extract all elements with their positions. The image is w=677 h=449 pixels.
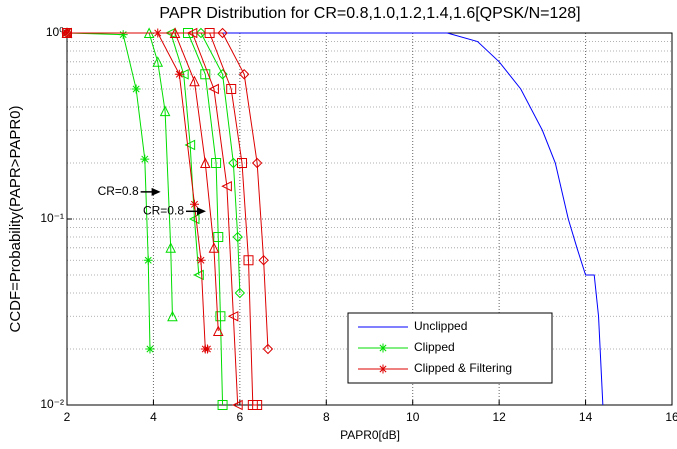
marker [202, 344, 212, 354]
marker [217, 400, 228, 410]
marker [252, 400, 263, 410]
marker [152, 56, 164, 67]
x-tick-label: 2 [64, 410, 71, 424]
marker [159, 105, 171, 117]
marker [232, 231, 243, 243]
marker [262, 343, 274, 355]
marker [378, 364, 388, 374]
marker [251, 157, 263, 169]
y-tick-label: 10⁻² [40, 397, 64, 411]
y-axis-label: CCDF=Probability(PAPR>PAPR0) [7, 105, 24, 332]
marker [213, 232, 224, 243]
marker [199, 157, 211, 169]
y-tick-label: 10⁰ [46, 25, 64, 39]
marker [243, 255, 254, 266]
marker [378, 343, 388, 353]
marker [215, 311, 226, 322]
chart-title: PAPR Distribution for CR=0.8,1.0,1.2,1.4… [159, 5, 580, 22]
marker [221, 180, 232, 192]
marker [237, 158, 248, 169]
marker [200, 69, 211, 80]
x-tick-label: 6 [237, 410, 244, 424]
annotation-arrowhead [151, 187, 161, 196]
marker [178, 68, 189, 80]
annotation-arrowhead [197, 207, 206, 216]
marker [118, 30, 128, 40]
marker [238, 69, 250, 80]
x-tick-label: 4 [150, 410, 157, 424]
marker [208, 242, 220, 253]
marker [189, 75, 200, 87]
marker [217, 69, 228, 80]
marker [61, 27, 73, 39]
legend-label: Clipped & Filtering [414, 361, 512, 375]
marker [131, 84, 141, 94]
marker [174, 69, 184, 79]
marker [195, 27, 207, 39]
marker [228, 157, 239, 169]
marker [143, 255, 153, 265]
marker [145, 344, 155, 354]
marker [184, 139, 196, 151]
marker [258, 255, 269, 266]
marker [232, 399, 243, 411]
marker [188, 213, 200, 225]
marker [212, 325, 224, 336]
annotation: CR=0.8 [98, 184, 139, 198]
marker [193, 269, 204, 281]
marker [208, 83, 219, 95]
line [66, 32, 151, 350]
marker [226, 83, 237, 94]
annotation: CR=0.8 [143, 203, 184, 217]
legend-label: Unclipped [414, 319, 467, 333]
marker [211, 158, 222, 169]
y-tick-label: 10⁻¹ [40, 211, 64, 225]
x-tick-label: 10 [406, 410, 420, 424]
x-tick-label: 8 [323, 410, 330, 424]
marker [196, 255, 206, 265]
marker [234, 287, 246, 299]
line [67, 32, 269, 350]
x-tick-label: 12 [492, 410, 506, 424]
legend-label: Clipped [414, 340, 455, 354]
x-tick-label: 14 [579, 410, 593, 424]
marker [140, 154, 150, 164]
marker [217, 27, 228, 39]
marker [189, 199, 199, 209]
marker [165, 242, 177, 253]
line [67, 32, 604, 406]
marker [167, 310, 178, 322]
marker [227, 310, 239, 322]
x-tick-label: 16 [665, 410, 677, 424]
x-axis-label: PAPR0[dB] [340, 428, 400, 442]
